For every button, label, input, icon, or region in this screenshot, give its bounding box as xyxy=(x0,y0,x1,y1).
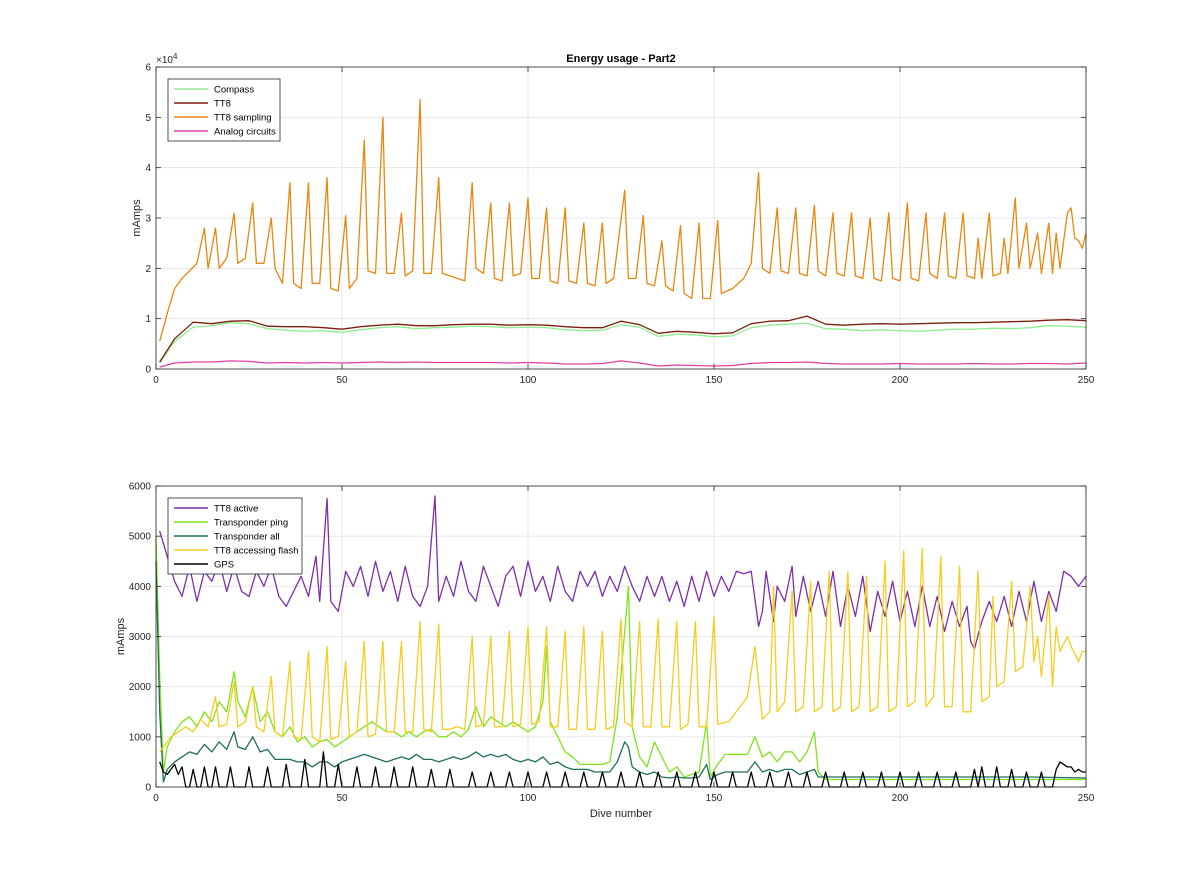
y-tick-label: 1000 xyxy=(129,732,152,743)
series-line-tt8-accessing-flash xyxy=(159,548,1086,753)
y-tick-label: 2000 xyxy=(129,682,152,693)
x-tick-label: 250 xyxy=(1078,375,1095,386)
y-exponent-base: ×10 xyxy=(156,55,173,66)
series-line-analog-circuits xyxy=(159,360,1087,368)
x-tick-label: 100 xyxy=(520,375,537,386)
y-tick-label: 0 xyxy=(145,783,151,794)
legend-entry: Analog circuits xyxy=(214,127,276,138)
x-tick-label: 150 xyxy=(706,793,723,804)
legend-entry: Transponder all xyxy=(214,532,280,543)
y-tick-label: 0 xyxy=(145,365,151,376)
y-tick-label: 2 xyxy=(145,264,151,275)
y-tick-label: 6 xyxy=(145,63,151,74)
y-tick-label: 1 xyxy=(145,314,151,325)
y-exponent-label: ×104 xyxy=(156,52,178,66)
series-line-tt8 xyxy=(159,315,1087,363)
chart-title: Energy usage - Part2 xyxy=(566,53,675,65)
legend-entry: Transponder ping xyxy=(214,518,288,529)
series-line-tt8-sampling xyxy=(159,99,1087,342)
x-tick-label: 50 xyxy=(336,793,348,804)
x-tick-label: 200 xyxy=(892,793,909,804)
x-axis-label: Dive number xyxy=(590,808,653,820)
series-line-tt8-active xyxy=(159,495,1087,650)
y-tick-label: 6000 xyxy=(129,482,152,493)
x-tick-label: 0 xyxy=(153,375,159,386)
x-tick-label: 50 xyxy=(336,375,348,386)
x-tick-label: 150 xyxy=(706,375,723,386)
y-tick-label: 4 xyxy=(145,163,151,174)
series-line-transponder-all xyxy=(155,561,1087,783)
y-tick-label: 3000 xyxy=(129,632,152,643)
series-line-gps xyxy=(159,751,1086,788)
y-tick-label: 5000 xyxy=(129,532,152,543)
legend-entry: TT8 accessing flash xyxy=(214,546,298,557)
y-tick-label: 3 xyxy=(145,214,151,225)
x-tick-label: 0 xyxy=(153,793,159,804)
y-axis-label: mAmps xyxy=(131,199,143,237)
x-tick-label: 250 xyxy=(1078,793,1095,804)
y-axis-label: mAmps xyxy=(115,617,127,655)
y-exponent-power: 4 xyxy=(173,52,178,61)
x-tick-label: 100 xyxy=(520,793,537,804)
series-line-compass xyxy=(159,322,1087,364)
legend: TT8 active Transponder ping Transponder al… xyxy=(167,497,303,575)
legend: Compass TT8 TT8 sampling Analog circuits xyxy=(167,78,281,142)
series-line-transponder-ping xyxy=(155,536,1086,781)
legend-entry: TT8 active xyxy=(214,504,258,515)
x-tick-label: 200 xyxy=(892,375,909,386)
bottom-axes: 0 50 100 150 200 250 0 1000 2000 3000 4000 5000 6000… xyxy=(115,482,1095,821)
legend-entry: TT8 sampling xyxy=(214,113,272,124)
legend-entry: GPS xyxy=(214,560,234,571)
y-tick-label: 5 xyxy=(145,113,151,124)
legend-entry: TT8 xyxy=(214,99,231,110)
y-tick-label: 4000 xyxy=(129,582,152,593)
legend-entry: Compass xyxy=(214,85,254,96)
